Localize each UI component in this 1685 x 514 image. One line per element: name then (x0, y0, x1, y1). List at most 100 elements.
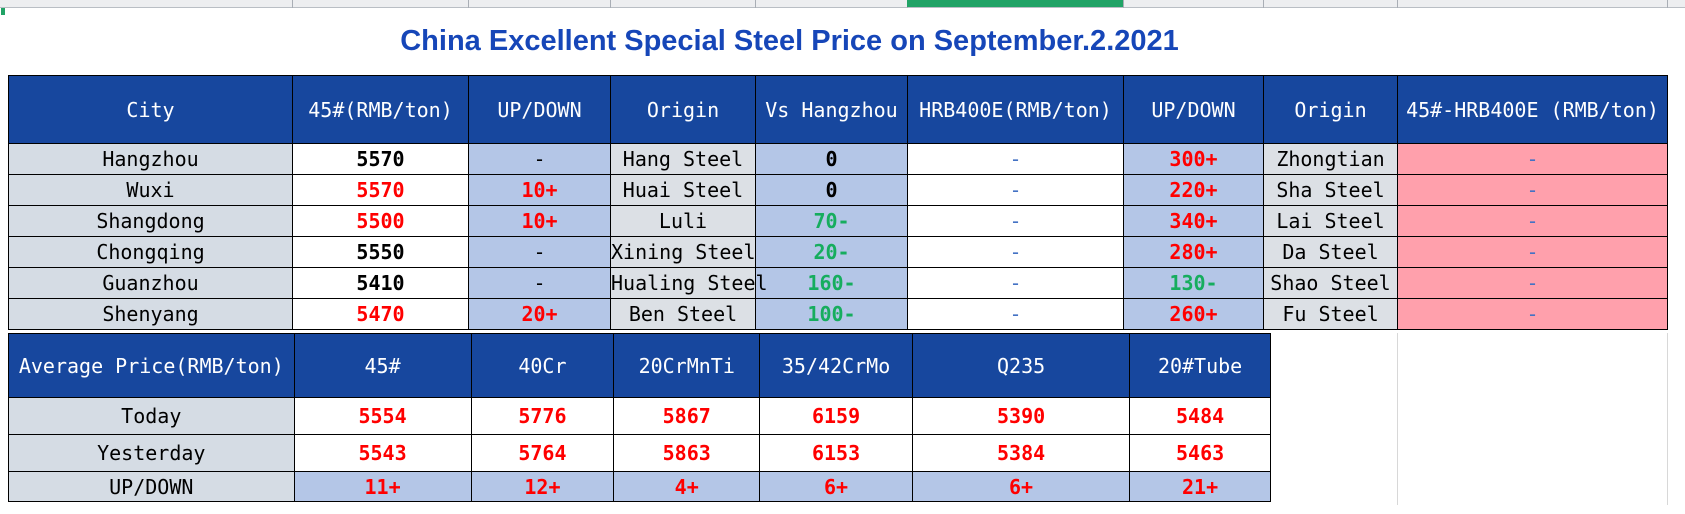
cell-price45[interactable]: 5470 (292, 298, 469, 330)
title-bar: China Excellent Special Steel Price on S… (8, 9, 1667, 73)
cell-city[interactable]: Wuxi (8, 174, 293, 206)
avg-value[interactable]: 4+ (613, 471, 761, 502)
cell-origin45[interactable]: Huai Steel (610, 174, 756, 206)
avg-value[interactable]: 6159 (759, 397, 913, 435)
col-header-origin45[interactable]: Origin (610, 75, 756, 144)
avg-value[interactable]: 6+ (759, 471, 913, 502)
cell-city[interactable]: Shenyang (8, 298, 293, 330)
cell-diff[interactable]: - (1397, 236, 1668, 268)
grid-divider (1667, 0, 1668, 8)
cell-updown45[interactable]: - (468, 236, 611, 268)
avg-col-45[interactable]: 45# (293, 333, 472, 398)
col-header-updown45[interactable]: UP/DOWN (468, 75, 611, 144)
cell-updown-hrb[interactable]: 130- (1123, 267, 1264, 299)
cell-price45[interactable]: 5570 (292, 143, 469, 175)
table-header-row: City 45#(RMB/ton) UP/DOWN Origin Vs Hang… (8, 75, 1668, 144)
avg-value[interactable]: 6+ (911, 471, 1131, 502)
cell-updown-hrb[interactable]: 280+ (1123, 236, 1264, 268)
cell-updown45[interactable]: - (468, 143, 611, 175)
col-header-updown-hrb[interactable]: UP/DOWN (1123, 75, 1264, 144)
cell-hrb400e[interactable]: - (907, 143, 1124, 175)
col-header-45[interactable]: 45#(RMB/ton) (292, 75, 469, 144)
cell-origin-hrb[interactable]: Da Steel (1263, 236, 1398, 268)
avg-value[interactable]: 5867 (613, 397, 761, 435)
cell-origin-hrb[interactable]: Fu Steel (1263, 298, 1398, 330)
cell-origin45[interactable]: Xining Steel (610, 236, 756, 268)
cell-updown45[interactable]: 20+ (468, 298, 611, 330)
cell-origin45[interactable]: Ben Steel (610, 298, 756, 330)
grid-divider (1263, 0, 1264, 8)
cell-vs-hangzhou[interactable]: 100- (755, 298, 908, 330)
average-row-updown: UP/DOWN 11+ 12+ 4+ 6+ 6+ 21+ (8, 471, 1271, 502)
cell-updown45[interactable]: - (468, 267, 611, 299)
avg-value[interactable]: 6153 (759, 434, 913, 472)
avg-col-20tube[interactable]: 20#Tube (1129, 333, 1271, 398)
col-header-vs-hangzhou[interactable]: Vs Hangzhou (755, 75, 908, 144)
cell-vs-hangzhou[interactable]: 0 (755, 143, 908, 175)
average-price-table: Average Price(RMB/ton) 45# 40Cr 20CrMnTi… (8, 333, 1271, 502)
cell-updown-hrb[interactable]: 340+ (1123, 205, 1264, 237)
cell-price45[interactable]: 5500 (292, 205, 469, 237)
avg-col-40cr[interactable]: 40Cr (470, 333, 615, 398)
cell-diff[interactable]: - (1397, 143, 1668, 175)
cell-diff[interactable]: - (1397, 267, 1668, 299)
cell-origin45[interactable]: Hualing Steel (610, 267, 768, 299)
col-header-hrb400e[interactable]: HRB400E(RMB/ton) (907, 75, 1124, 144)
cell-vs-hangzhou[interactable]: 160- (755, 267, 908, 299)
cell-origin-hrb[interactable]: Sha Steel (1263, 174, 1398, 206)
avg-value[interactable]: 5390 (911, 397, 1131, 435)
cell-price45[interactable]: 5410 (292, 267, 469, 299)
avg-col-20crmnti[interactable]: 20CrMnTi (613, 333, 761, 398)
cell-origin-hrb[interactable]: Zhongtian (1263, 143, 1398, 175)
cell-updown-hrb[interactable]: 300+ (1123, 143, 1264, 175)
cell-hrb400e[interactable]: - (907, 267, 1124, 299)
avg-value[interactable]: 5554 (293, 397, 472, 435)
avg-value[interactable]: 5543 (293, 434, 472, 472)
cell-diff[interactable]: - (1397, 298, 1668, 330)
avg-label-header[interactable]: Average Price(RMB/ton) (8, 333, 295, 398)
cell-diff[interactable]: - (1397, 174, 1668, 206)
avg-value[interactable]: 11+ (293, 471, 472, 502)
cell-updown-hrb[interactable]: 260+ (1123, 298, 1264, 330)
cell-city[interactable]: Guanzhou (8, 267, 293, 299)
cell-price45[interactable]: 5570 (292, 174, 469, 206)
col-header-city[interactable]: City (8, 75, 293, 144)
cell-updown45[interactable]: 10+ (468, 174, 611, 206)
cell-city[interactable]: Shangdong (8, 205, 293, 237)
avg-value[interactable]: 21+ (1129, 471, 1271, 502)
row-label[interactable]: Yesterday (8, 434, 295, 472)
cell-vs-hangzhou[interactable]: 0 (755, 174, 908, 206)
avg-value[interactable]: 5764 (470, 434, 615, 472)
cell-city[interactable]: Hangzhou (8, 143, 293, 175)
row-label[interactable]: Today (8, 397, 295, 435)
cell-updown-hrb[interactable]: 220+ (1123, 174, 1264, 206)
cell-updown45[interactable]: 10+ (468, 205, 611, 237)
cell-diff[interactable]: - (1397, 205, 1668, 237)
cell-origin-hrb[interactable]: Shao Steel (1263, 267, 1398, 299)
row-label[interactable]: UP/DOWN (8, 471, 295, 502)
avg-value[interactable]: 5484 (1129, 397, 1271, 435)
table-row: Wuxi 5570 10+ Huai Steel 0 - 220+ Sha St… (8, 174, 1668, 206)
cell-origin45[interactable]: Hang Steel (610, 143, 756, 175)
avg-col-q235[interactable]: Q235 (911, 333, 1131, 398)
col-header-diff[interactable]: 45#-HRB400E (RMB/ton) (1397, 75, 1668, 144)
cell-hrb400e[interactable]: - (907, 174, 1124, 206)
cell-city[interactable]: Chongqing (8, 236, 293, 268)
avg-col-3542crmo[interactable]: 35/42CrMo (759, 333, 913, 398)
avg-value[interactable]: 5863 (613, 434, 761, 472)
avg-value[interactable]: 5384 (911, 434, 1131, 472)
avg-value[interactable]: 12+ (470, 471, 615, 502)
cell-vs-hangzhou[interactable]: 70- (755, 205, 908, 237)
average-row-today: Today 5554 5776 5867 6159 5390 5484 (8, 397, 1271, 435)
cell-origin45[interactable]: Luli (610, 205, 756, 237)
grid-divider (610, 0, 611, 8)
col-header-origin-hrb[interactable]: Origin (1263, 75, 1398, 144)
cell-hrb400e[interactable]: - (907, 205, 1124, 237)
cell-price45[interactable]: 5550 (292, 236, 469, 268)
avg-value[interactable]: 5776 (470, 397, 615, 435)
cell-vs-hangzhou[interactable]: 20- (755, 236, 908, 268)
avg-value[interactable]: 5463 (1129, 434, 1271, 472)
cell-hrb400e[interactable]: - (907, 298, 1124, 330)
cell-origin-hrb[interactable]: Lai Steel (1263, 205, 1398, 237)
cell-hrb400e[interactable]: - (907, 236, 1124, 268)
